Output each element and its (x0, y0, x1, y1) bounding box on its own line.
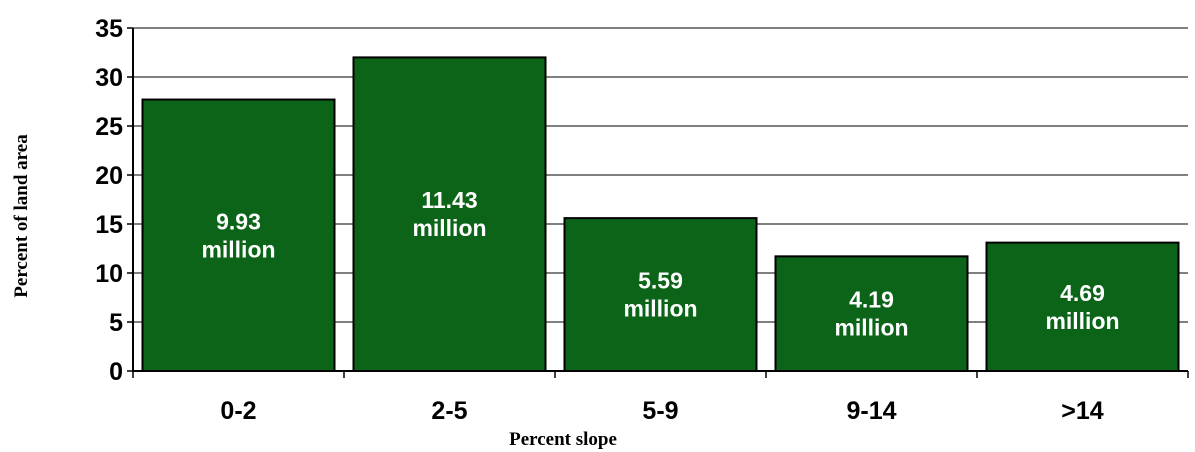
y-tick-label: 10 (95, 260, 123, 288)
y-tick-labels: 0 5 10 15 20 25 30 35 (95, 15, 123, 386)
bar-data-label: 9.93 (216, 208, 261, 234)
x-tick-label: 9-14 (846, 397, 896, 425)
x-tick-label: >14 (1061, 397, 1104, 425)
bar-data-label: 4.69 (1060, 280, 1105, 306)
bar-data-label: million (412, 215, 486, 241)
y-tick-label: 25 (95, 113, 123, 141)
x-tick-label: 5-9 (642, 397, 678, 425)
y-tick-label: 20 (95, 162, 123, 190)
bar (774, 255, 969, 372)
y-tick-label: 30 (95, 64, 123, 92)
bar-data-label: 11.43 (421, 187, 477, 213)
y-tick-label: 35 (95, 15, 123, 43)
y-tick-label: 5 (109, 309, 123, 337)
bar-data-label: million (1045, 308, 1119, 334)
bar (141, 98, 336, 372)
bar-data-label: 4.19 (849, 287, 894, 313)
y-axis-title: Percent of land area (11, 134, 32, 298)
y-tick-label: 15 (95, 211, 123, 239)
axes (127, 27, 1189, 378)
bar-data-label: million (201, 236, 275, 262)
bar (563, 217, 758, 372)
bar (985, 241, 1180, 372)
bar (352, 56, 547, 373)
bar-data-label: million (834, 315, 908, 341)
x-tick-labels: 0-2 2-5 5-9 9-14 >14 (220, 397, 1103, 425)
bar-data-label: 5.59 (638, 268, 683, 294)
y-tick-label: 0 (109, 358, 123, 386)
x-axis-title: Percent slope (509, 429, 617, 450)
x-tick-label: 0-2 (220, 397, 256, 425)
bar-data-label: million (623, 296, 697, 322)
bars (141, 56, 1180, 373)
x-tick-label: 2-5 (431, 397, 467, 425)
